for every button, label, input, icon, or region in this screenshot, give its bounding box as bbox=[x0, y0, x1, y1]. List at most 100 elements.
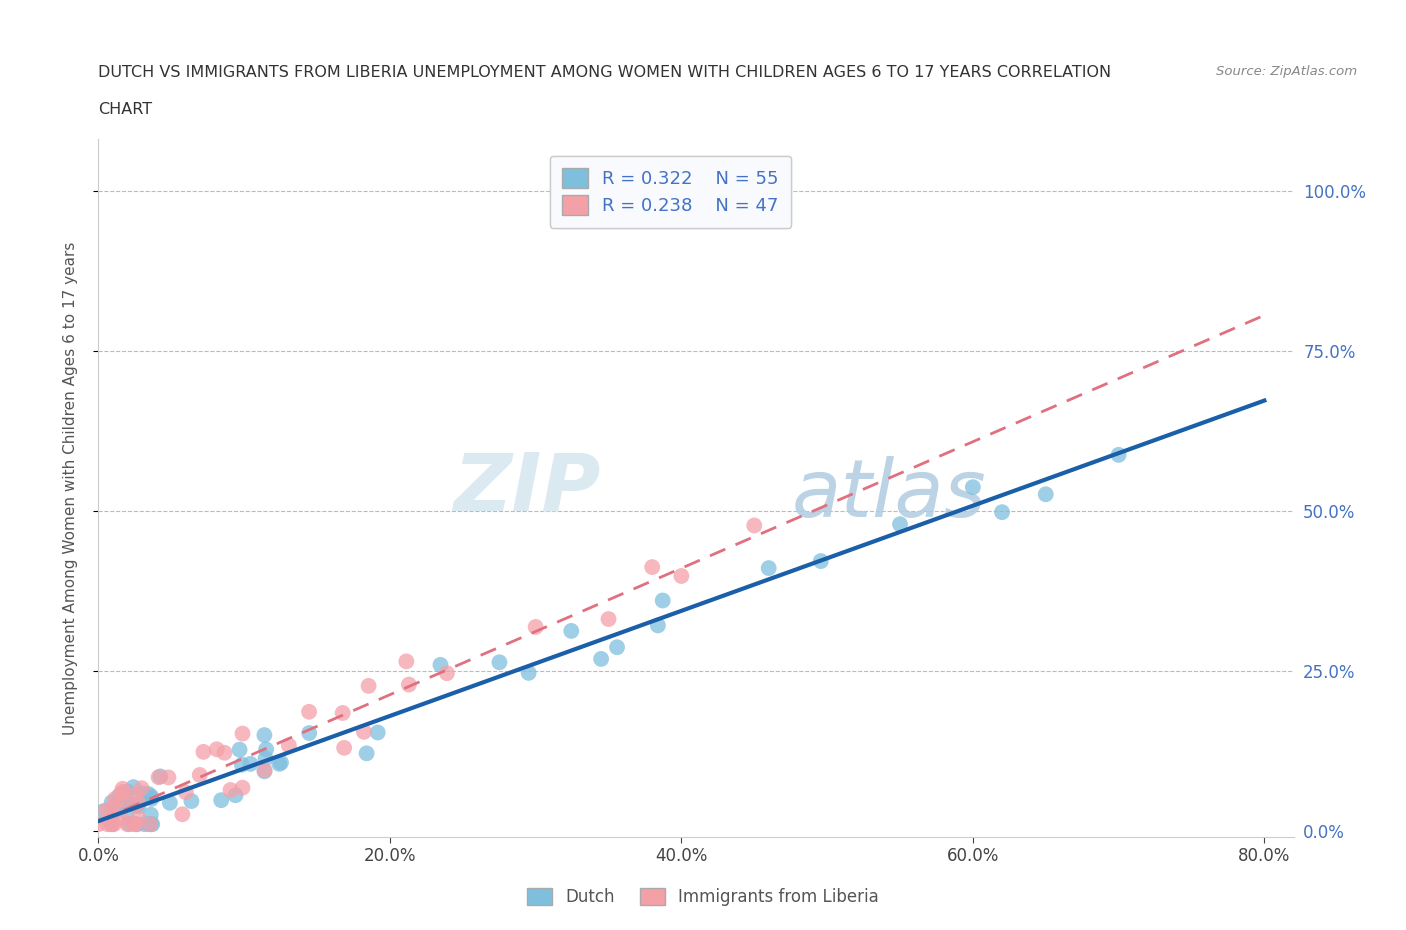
Point bbox=[1108, 447, 1130, 462]
Point bbox=[357, 679, 380, 694]
Text: CHART: CHART bbox=[98, 102, 152, 117]
Point bbox=[253, 727, 276, 742]
Point bbox=[333, 740, 356, 755]
Point bbox=[87, 817, 110, 831]
Point bbox=[205, 742, 228, 757]
Point bbox=[298, 725, 321, 740]
Point bbox=[641, 560, 664, 575]
Point bbox=[991, 505, 1014, 520]
Point bbox=[104, 804, 127, 819]
Point bbox=[231, 726, 253, 741]
Point bbox=[889, 517, 911, 532]
Point bbox=[103, 817, 125, 831]
Point bbox=[172, 807, 194, 822]
Point bbox=[100, 795, 122, 810]
Text: ZIP: ZIP bbox=[453, 449, 600, 527]
Point bbox=[131, 781, 153, 796]
Point bbox=[239, 756, 262, 771]
Point bbox=[127, 817, 149, 831]
Point bbox=[138, 817, 160, 831]
Point bbox=[332, 706, 354, 721]
Point bbox=[517, 666, 540, 681]
Point bbox=[436, 666, 458, 681]
Point bbox=[127, 810, 149, 825]
Point bbox=[254, 742, 277, 757]
Point bbox=[91, 804, 114, 818]
Point bbox=[231, 780, 253, 795]
Point bbox=[136, 787, 159, 802]
Legend: Dutch, Immigrants from Liberia: Dutch, Immigrants from Liberia bbox=[520, 881, 886, 912]
Point bbox=[598, 612, 620, 627]
Point bbox=[651, 593, 673, 608]
Point bbox=[127, 798, 149, 813]
Point bbox=[110, 787, 132, 802]
Point bbox=[606, 640, 628, 655]
Point bbox=[141, 789, 163, 804]
Point bbox=[108, 788, 131, 803]
Point bbox=[398, 677, 420, 692]
Point bbox=[100, 806, 122, 821]
Point bbox=[139, 817, 162, 831]
Point bbox=[159, 795, 181, 810]
Point bbox=[647, 618, 669, 632]
Point bbox=[1035, 486, 1057, 501]
Point bbox=[671, 568, 693, 583]
Point bbox=[298, 704, 321, 719]
Point bbox=[395, 654, 418, 669]
Point bbox=[188, 767, 211, 782]
Point bbox=[149, 769, 172, 784]
Point bbox=[277, 738, 299, 753]
Point bbox=[112, 797, 135, 812]
Point bbox=[141, 791, 163, 806]
Point bbox=[111, 781, 134, 796]
Point bbox=[591, 652, 613, 667]
Point bbox=[157, 770, 180, 785]
Point bbox=[132, 786, 155, 801]
Point bbox=[209, 792, 232, 807]
Point bbox=[356, 746, 378, 761]
Point bbox=[100, 817, 122, 831]
Point bbox=[228, 742, 250, 757]
Point bbox=[180, 793, 202, 808]
Text: DUTCH VS IMMIGRANTS FROM LIBERIA UNEMPLOYMENT AMONG WOMEN WITH CHILDREN AGES 6 T: DUTCH VS IMMIGRANTS FROM LIBERIA UNEMPLO… bbox=[98, 65, 1112, 80]
Point bbox=[134, 817, 156, 831]
Point bbox=[254, 751, 277, 765]
Point bbox=[115, 805, 138, 820]
Point bbox=[353, 724, 375, 739]
Point bbox=[103, 800, 125, 815]
Text: atlas: atlas bbox=[792, 457, 987, 534]
Point bbox=[94, 803, 117, 817]
Point bbox=[524, 619, 547, 634]
Point bbox=[117, 817, 139, 831]
Point bbox=[224, 788, 246, 803]
Point bbox=[742, 518, 765, 533]
Point bbox=[111, 784, 134, 799]
Point bbox=[148, 770, 170, 785]
Point bbox=[141, 817, 163, 831]
Point bbox=[125, 817, 148, 831]
Point bbox=[231, 757, 253, 772]
Point bbox=[367, 725, 389, 740]
Point bbox=[219, 782, 242, 797]
Point bbox=[122, 779, 145, 794]
Point bbox=[269, 756, 291, 771]
Point bbox=[214, 745, 236, 760]
Point bbox=[429, 658, 451, 672]
Point bbox=[488, 655, 510, 670]
Point bbox=[127, 795, 149, 810]
Point bbox=[139, 807, 162, 822]
Point bbox=[253, 764, 276, 778]
Point bbox=[110, 811, 132, 826]
Point bbox=[120, 797, 142, 812]
Point bbox=[253, 763, 276, 777]
Point bbox=[560, 623, 582, 638]
Legend: R = 0.322    N = 55, R = 0.238    N = 47: R = 0.322 N = 55, R = 0.238 N = 47 bbox=[550, 155, 792, 228]
Point bbox=[128, 799, 150, 814]
Point bbox=[117, 784, 139, 799]
Point bbox=[139, 817, 162, 831]
Point bbox=[174, 785, 197, 800]
Point bbox=[124, 787, 146, 802]
Point bbox=[104, 791, 127, 806]
Point bbox=[96, 817, 118, 831]
Point bbox=[810, 553, 832, 568]
